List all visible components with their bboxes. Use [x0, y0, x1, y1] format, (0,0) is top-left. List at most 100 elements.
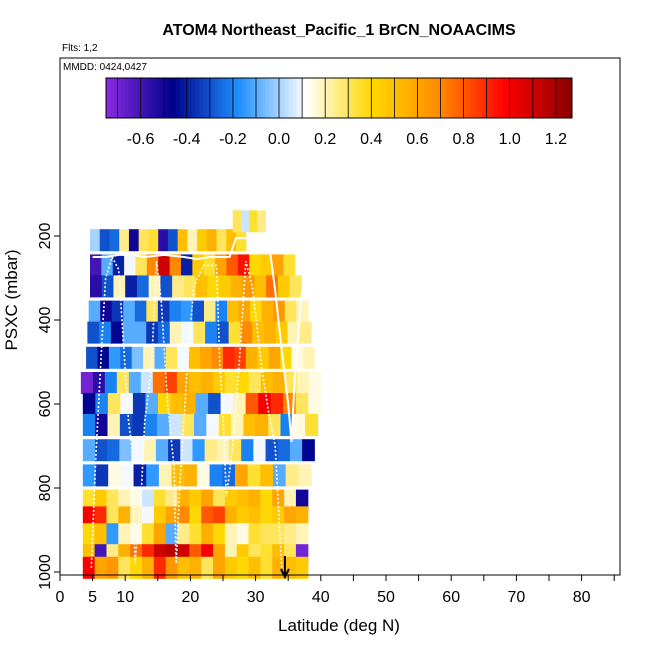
heatmap-cell	[158, 254, 171, 277]
heatmap-cell	[268, 346, 281, 369]
y-axis-label: PSXC (mbar)	[2, 249, 21, 350]
colorbar-segment	[168, 78, 173, 118]
heatmap-cell	[133, 464, 147, 487]
y-tick-label: 200	[37, 223, 54, 250]
colorbar-segment	[486, 78, 491, 118]
heatmap-cell	[277, 275, 291, 298]
heatmap-cell	[295, 506, 309, 529]
heatmap-cell	[119, 414, 133, 436]
colorbar-segment	[121, 78, 126, 118]
colorbar-segment	[129, 78, 134, 118]
heatmap-cell	[272, 464, 287, 487]
heatmap-cell	[291, 346, 304, 369]
heatmap-row	[232, 210, 266, 233]
heatmap-cell	[97, 346, 110, 369]
heatmap-cell	[213, 489, 226, 512]
colorbar-segment	[471, 78, 476, 118]
x-tick-label: 20	[182, 589, 200, 606]
heatmap-cell	[145, 393, 159, 415]
colorbar-segment	[214, 78, 220, 118]
heatmap-cell	[299, 321, 312, 344]
heatmap-cell	[142, 556, 155, 579]
colorbar-segment	[175, 78, 181, 118]
heatmap-cell	[226, 229, 237, 252]
heatmap-row	[89, 275, 302, 298]
colorbar-segment	[463, 78, 468, 118]
heatmap-cell	[171, 464, 185, 487]
colorbar-segment	[106, 78, 111, 118]
heatmap-cell	[230, 275, 244, 298]
heatmap-cell	[168, 439, 181, 462]
heatmap-cell	[158, 464, 173, 487]
heatmap-cell	[227, 300, 240, 323]
heatmap-cell	[94, 489, 108, 512]
colorbar-tick-label: 1.0	[499, 131, 521, 148]
colorbar-segment	[261, 78, 266, 118]
colorbar-segment	[319, 78, 324, 118]
colorbar-segment	[478, 78, 484, 118]
colorbar-segment	[540, 78, 546, 118]
heatmap-cell	[177, 489, 190, 512]
heatmap-cell	[100, 300, 113, 323]
heatmap-cell	[142, 506, 155, 529]
heatmap-cell	[177, 229, 188, 252]
heatmap-cell	[128, 229, 140, 252]
colorbar-segment	[505, 78, 511, 118]
colorbar-tick-label: 0.4	[360, 131, 382, 148]
colorbar-segment	[381, 78, 387, 118]
y-tick-label: 1000	[37, 554, 54, 590]
heatmap-cell	[248, 556, 262, 579]
heatmap-cell	[156, 414, 170, 436]
heatmap-cell	[107, 414, 121, 436]
heatmap-cell	[292, 414, 306, 436]
colorbar-tick-label: 0.0	[268, 131, 290, 148]
heatmap-row	[82, 393, 322, 415]
heatmap-cell	[146, 464, 160, 487]
heatmap-cell	[134, 321, 147, 344]
heatmap-cell	[212, 372, 226, 394]
colorbar-segment	[373, 78, 379, 118]
heatmap-cell	[95, 464, 109, 487]
heatmap-cell	[94, 523, 108, 546]
heatmap-cell	[305, 414, 319, 436]
colorbar-segment	[315, 78, 321, 118]
heatmap-cell	[272, 372, 286, 394]
heatmap-cell	[189, 506, 202, 529]
heatmap-cell	[195, 393, 209, 415]
heatmap-cell	[120, 346, 133, 369]
x-tick-label: 30	[247, 589, 265, 606]
heatmap-cell	[201, 489, 214, 512]
heatmap-cell	[260, 464, 274, 487]
colorbar-segment	[183, 78, 189, 118]
heatmap-cell	[289, 439, 303, 462]
heatmap-cell	[308, 372, 322, 394]
y-tick-label: 400	[37, 307, 54, 334]
heatmap-cell	[270, 393, 284, 415]
heatmap-cell	[153, 489, 167, 512]
colorbar-segment	[498, 78, 503, 118]
colorbar-segment	[432, 78, 437, 118]
colorbar-segment	[377, 78, 383, 118]
heatmap-cell	[165, 346, 178, 369]
heatmap-cell	[169, 254, 182, 277]
heatmap-cell	[124, 254, 137, 277]
heatmap-cell	[86, 346, 99, 369]
heatmap-cell	[113, 275, 126, 298]
colorbar-segment	[210, 78, 216, 118]
heatmap-cell	[216, 321, 230, 344]
heatmap-cell	[82, 414, 96, 436]
flight-track-2	[92, 237, 309, 442]
heatmap-cell	[138, 229, 150, 252]
heatmap-cell	[260, 556, 273, 579]
colorbar-segment	[109, 78, 115, 118]
heatmap-cell	[283, 254, 296, 277]
heatmap-cell	[213, 556, 226, 579]
colorbar-segment	[187, 78, 192, 118]
colorbar-segment	[257, 78, 262, 118]
colorbar-tick-label: -0.6	[127, 131, 155, 148]
heatmap-row	[82, 506, 309, 529]
plot-frame	[59, 57, 621, 576]
heatmap-cell	[245, 346, 258, 369]
colorbar-segment	[164, 78, 169, 118]
heatmap-cell	[272, 523, 285, 546]
